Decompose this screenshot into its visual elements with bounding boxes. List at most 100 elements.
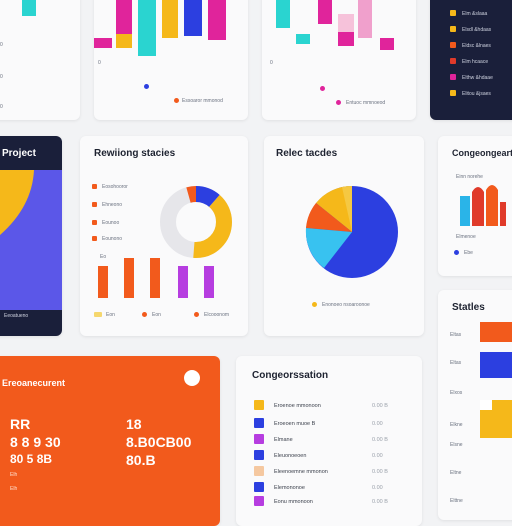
- category-value: 0.00 B: [372, 403, 388, 409]
- category-label: Eonu mmonoon: [274, 499, 313, 505]
- chart-bar: [138, 0, 156, 56]
- footer-label: Eon: [152, 312, 161, 318]
- stat-value: 80 5 8B: [10, 452, 53, 466]
- category-label: Eleuonoeoen: [274, 453, 307, 459]
- category-swatch: [254, 496, 264, 506]
- legend-label: Entuoc mmnoeod: [346, 100, 386, 106]
- axis-tick: 0: [98, 60, 101, 66]
- list-item: Elthw &hdaae: [462, 75, 493, 81]
- list-swatch: [450, 58, 456, 64]
- list-item: Elm hcaace: [462, 59, 489, 65]
- axis-label: Eo: [100, 254, 107, 260]
- legend-label: Eounoo: [102, 220, 120, 226]
- stat-value: 18: [126, 416, 142, 432]
- stat-label: Elttne: [450, 498, 463, 504]
- top-left-card: 0 0 0: [0, 0, 80, 120]
- category-label: Eroeoen muoe B: [274, 421, 316, 427]
- project-area-chart: [0, 170, 62, 310]
- stat-label: Eltne: [450, 470, 462, 476]
- chart-bar: [318, 0, 332, 24]
- action-icon[interactable]: [184, 370, 200, 386]
- cyan-bar: [22, 0, 36, 16]
- axis-tick: 0: [0, 104, 3, 110]
- legend-dot: [194, 312, 199, 317]
- list-item: Elsdl &hdaas: [462, 27, 492, 33]
- legend-swatch: [92, 236, 97, 241]
- stat-bar: [480, 352, 512, 378]
- chart-bar: [116, 0, 132, 36]
- category-swatch: [254, 400, 264, 410]
- category-swatch: [254, 466, 264, 476]
- chart-bar: [98, 266, 108, 298]
- footer-label: Elcooonom: [204, 312, 230, 318]
- stats-card: Statles Eltas Eltas Elxos Elkne Elsne El…: [438, 290, 512, 520]
- legend-label: Eosohooror: [102, 184, 128, 190]
- project-card: Project Eeoatueno: [0, 136, 62, 336]
- top-middle-card: 0 Essoaror mmonod: [94, 0, 248, 120]
- stat-label: Elh: [10, 472, 18, 478]
- legend-dot: [174, 98, 179, 103]
- stat-label: Eltas: [450, 360, 462, 366]
- category-swatch: [254, 434, 264, 444]
- chart-bar: [208, 0, 226, 40]
- axis-tick: 0: [0, 74, 3, 80]
- chart-bar: [338, 32, 354, 46]
- category-swatch: [254, 418, 264, 428]
- chart-bar: [124, 258, 134, 298]
- chart-bar: [178, 266, 188, 298]
- category-value: 0.00 B: [372, 437, 388, 443]
- chart-bar: [380, 38, 394, 50]
- legend-dot: [312, 302, 317, 307]
- comparison-chart: [460, 185, 506, 226]
- legend-label: Enonoeo nsoaroonoe: [322, 302, 370, 308]
- chart-bar: [204, 266, 214, 298]
- category-label: Elemononoe: [274, 485, 305, 491]
- list-swatch: [450, 74, 456, 80]
- pie-chart: [305, 185, 398, 278]
- market-card: Relec tacdes Enonoeo nsoaroonoe: [264, 136, 424, 336]
- list-swatch: [450, 26, 456, 32]
- categories-card: Congeorssation Eroenoe mmonoon 0.00 B Er…: [236, 356, 422, 526]
- category-value: 0.00: [372, 485, 383, 491]
- chart-bar: [358, 0, 372, 38]
- stat-value: RR: [10, 416, 31, 432]
- category-label: Eleenoemne mmonon: [274, 469, 328, 475]
- comparison-card: Congeongeartio Einn norehe Elmenoe Ebe: [438, 136, 512, 276]
- legend-dot: [320, 86, 325, 91]
- chart-bar: [94, 38, 112, 48]
- dark-list-card: Elm &slaaa Elsdl &hdaas Eldsc &lnaes Elm…: [430, 0, 512, 120]
- card-footer: Eeoatueno: [4, 313, 29, 319]
- orange-panel: Ereoanecurent RR 8 8 9 30 80 5 8B Elh El…: [0, 356, 220, 526]
- category-value: 0.00: [372, 421, 383, 427]
- card-title: Rewiiong stacies: [94, 148, 176, 159]
- card-title: Congeongeartio: [452, 148, 512, 158]
- legend-label: Essoaror mmonod: [182, 98, 223, 104]
- legend-dot: [142, 312, 147, 317]
- legend-dot: [336, 100, 341, 105]
- chart-bar: [338, 14, 354, 32]
- list-swatch: [450, 90, 456, 96]
- list-swatch: [450, 10, 456, 16]
- footer-label: Eon: [106, 312, 115, 318]
- panel-title: Ereoanecurent: [2, 378, 66, 388]
- chart-label: Einn norehe: [456, 174, 483, 180]
- donut-chart: [160, 186, 232, 258]
- legend-swatch: [92, 184, 97, 189]
- revenue-card: Rewiiong stacies Eosohooror Ehneono Eoun…: [80, 136, 248, 336]
- footer-label: Ebe: [464, 250, 473, 256]
- chart-bar: [184, 0, 202, 36]
- legend-swatch: [92, 202, 97, 207]
- category-value: 0.00 B: [372, 469, 388, 475]
- category-swatch: [254, 450, 264, 460]
- axis-tick: 0: [0, 42, 3, 48]
- list-item: Elitou &jsaes: [462, 91, 491, 97]
- legend-dot: [454, 250, 459, 255]
- legend-dot: [144, 84, 149, 89]
- stat-label: Eltas: [450, 332, 462, 338]
- chart-bar: [116, 34, 132, 48]
- list-item: Eldsc &lnaes: [462, 43, 491, 49]
- category-label: Elmane: [274, 437, 293, 443]
- stat-label: Elh: [10, 486, 18, 492]
- card-title: Congeorssation: [252, 370, 329, 381]
- stat-label: Elxos: [450, 390, 463, 396]
